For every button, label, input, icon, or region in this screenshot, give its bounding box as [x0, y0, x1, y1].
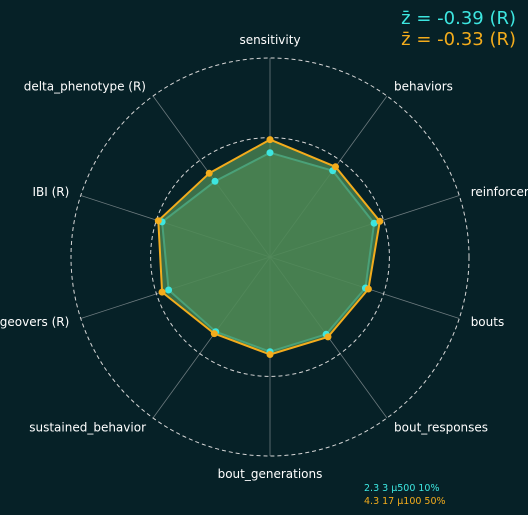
- axis-label: sensitivity: [239, 33, 300, 47]
- series-point: [266, 149, 274, 157]
- z-score-label: z̄ = -0.33 (R): [401, 29, 516, 50]
- axis-label: reinforcers: [471, 185, 528, 199]
- series-point: [211, 177, 219, 185]
- series-point: [266, 136, 274, 144]
- axis-label: bouts: [471, 315, 505, 329]
- series-point: [332, 163, 339, 171]
- axis-label: changeovers (R): [0, 315, 69, 329]
- series-point: [205, 169, 213, 177]
- axis-label: bout_responses: [394, 421, 488, 435]
- reference-circle: [70, 57, 470, 457]
- series-point: [165, 286, 173, 294]
- series-point: [158, 288, 166, 296]
- parameters-label: 2.3 3 μ500 10%: [364, 483, 440, 494]
- axis-label: delta_phenotype (R): [24, 79, 146, 93]
- series-point: [210, 330, 218, 338]
- series-point: [266, 351, 274, 358]
- series-point: [370, 219, 378, 227]
- z-score-label: z̄ = -0.39 (R): [401, 8, 516, 29]
- series-point: [376, 217, 384, 225]
- series-line: [157, 138, 381, 356]
- parameters-label: 4.3 17 μ100 50%: [364, 496, 446, 507]
- series-point: [154, 217, 162, 225]
- series-point: [324, 333, 332, 341]
- axis-label: sustained_behavior: [29, 421, 146, 435]
- axis-label: bout_generations: [218, 467, 323, 481]
- series-point: [364, 285, 372, 293]
- axis-label: behaviors: [394, 79, 453, 93]
- axis-label: IBI (R): [32, 185, 69, 199]
